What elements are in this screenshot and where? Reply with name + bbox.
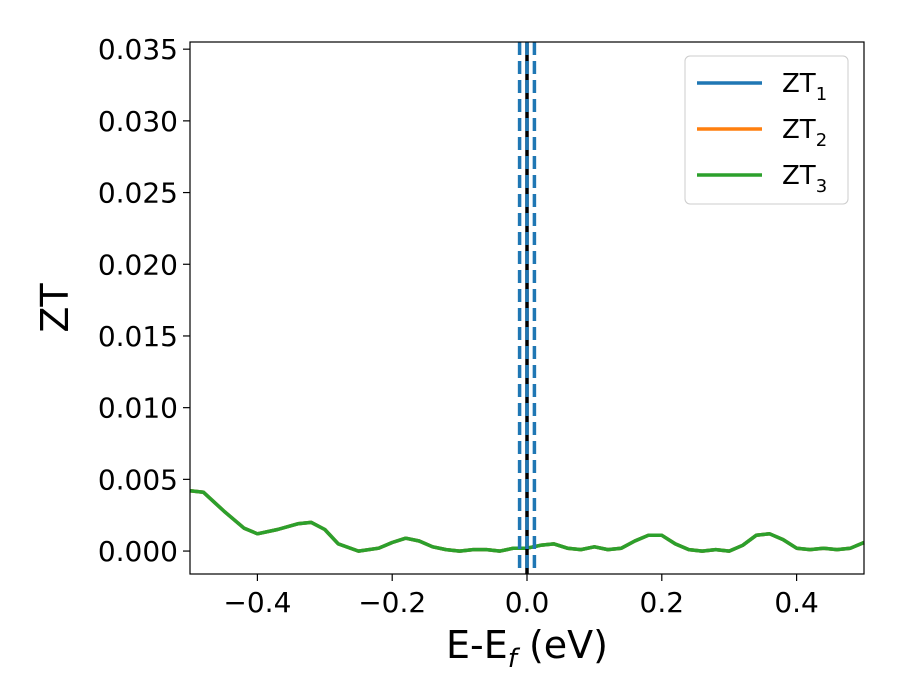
x-tick-label: 0.2: [640, 586, 685, 619]
x-tick-label: 0.4: [774, 586, 819, 619]
series-line-3: [189, 489, 865, 553]
series-layer: [189, 489, 865, 553]
x-axis-label: E-Ef (eV): [446, 623, 608, 674]
y-tick-label: 0.025: [98, 177, 178, 210]
vline-layer: [517, 42, 537, 574]
legend-label-2: ZT2: [782, 115, 827, 151]
y-tick-label: 0.000: [98, 535, 178, 568]
y-tick-label: 0.030: [98, 105, 178, 138]
y-tick-label: 0.010: [98, 392, 178, 425]
legend: ZT1 ZT2 ZT3: [684, 55, 849, 205]
x-tick-label: −0.2: [358, 586, 426, 619]
y-tick-label: 0.020: [98, 248, 178, 281]
y-tick-label: 0.035: [98, 33, 178, 66]
legend-box: [684, 55, 849, 205]
y-tick-label: 0.015: [98, 320, 178, 353]
legend-label-3: ZT3: [782, 161, 827, 197]
x-tick-label: 0.0: [505, 586, 550, 619]
y-tick-label: 0.005: [98, 463, 178, 496]
legend-label-1: ZT1: [782, 69, 827, 105]
x-axis: −0.4 −0.2 0.0 0.2 0.4: [223, 574, 819, 619]
x-tick-label: −0.4: [223, 586, 291, 619]
y-axis-label: ZT: [33, 283, 77, 333]
y-axis: 0.000 0.005 0.010 0.015 0.020 0.025 0.030 0.035: [98, 33, 190, 568]
